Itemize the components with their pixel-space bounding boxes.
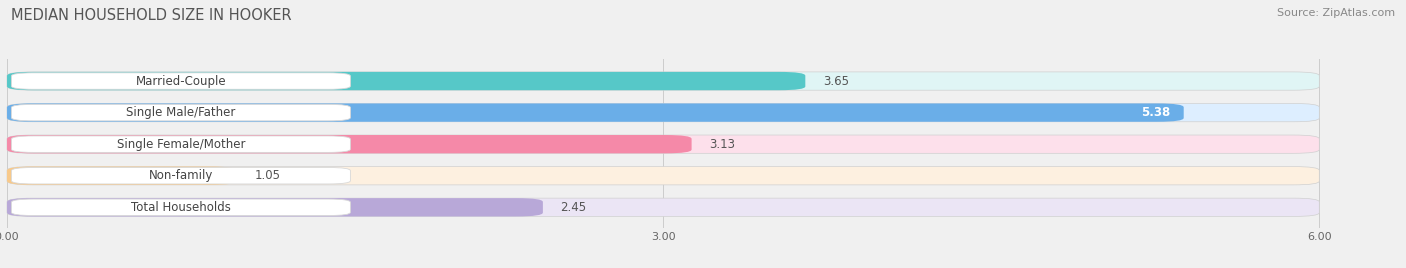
Text: Single Male/Father: Single Male/Father [127,106,236,119]
Text: Total Households: Total Households [131,201,231,214]
Text: Married-Couple: Married-Couple [135,75,226,88]
FancyBboxPatch shape [7,198,1319,217]
FancyBboxPatch shape [11,136,350,152]
FancyBboxPatch shape [7,198,543,217]
Text: 5.38: 5.38 [1142,106,1171,119]
FancyBboxPatch shape [11,168,350,184]
FancyBboxPatch shape [11,199,350,215]
FancyBboxPatch shape [7,135,692,153]
FancyBboxPatch shape [7,167,1319,185]
Text: Source: ZipAtlas.com: Source: ZipAtlas.com [1277,8,1395,18]
Text: Single Female/Mother: Single Female/Mother [117,138,245,151]
Text: 3.13: 3.13 [709,138,735,151]
Text: MEDIAN HOUSEHOLD SIZE IN HOOKER: MEDIAN HOUSEHOLD SIZE IN HOOKER [11,8,292,23]
FancyBboxPatch shape [7,103,1184,122]
FancyBboxPatch shape [7,103,1319,122]
Text: 2.45: 2.45 [561,201,586,214]
FancyBboxPatch shape [7,167,236,185]
FancyBboxPatch shape [7,72,806,90]
FancyBboxPatch shape [11,73,350,89]
Text: 1.05: 1.05 [254,169,280,182]
FancyBboxPatch shape [11,104,350,121]
Text: Non-family: Non-family [149,169,214,182]
FancyBboxPatch shape [7,135,1319,153]
Text: 3.65: 3.65 [823,75,849,88]
FancyBboxPatch shape [7,72,1319,90]
